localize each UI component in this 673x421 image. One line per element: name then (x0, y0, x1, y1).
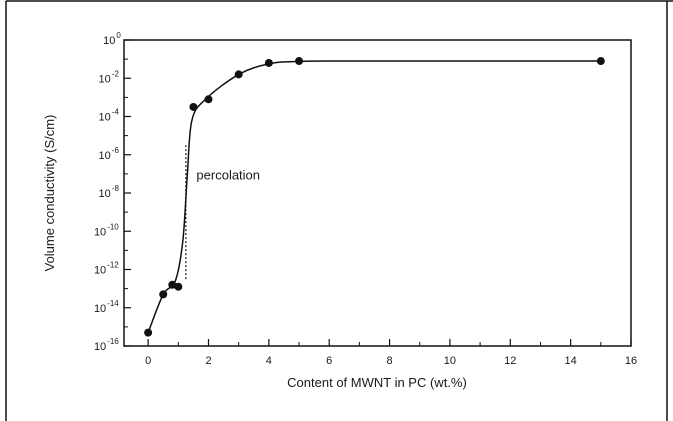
x-tick-label-1: 2 (205, 355, 211, 367)
data-point-4 (189, 102, 198, 111)
data-point-3 (174, 282, 183, 291)
y-tick-label-4: 10-8 (99, 184, 120, 200)
y-tick-label-8: 10-16 (94, 337, 119, 353)
percolation-annotation: percolation (196, 168, 260, 183)
data-point-2 (168, 280, 177, 289)
x-tick-label-5: 10 (444, 355, 456, 367)
data-point-8 (295, 57, 304, 66)
fit-curve (147, 60, 601, 333)
data-point-0 (144, 328, 153, 337)
y-tick-label-2: 10-4 (99, 108, 120, 124)
y-tick-label-0: 100 (103, 31, 121, 47)
data-points (144, 57, 605, 337)
x-axis-tick-labels: 0 2 4 6 8 10 12 14 16 (145, 355, 637, 367)
x-tick-label-7: 14 (565, 355, 577, 367)
y-tick-label-7: 10-14 (94, 299, 119, 315)
x-tick-label-3: 6 (326, 355, 332, 367)
data-point-6 (234, 70, 243, 79)
x-tick-label-8: 16 (625, 355, 637, 367)
y-tick-label-1: 10-2 (99, 69, 120, 85)
data-point-9 (596, 57, 605, 66)
y-tick-label-6: 10-12 (94, 261, 119, 277)
y-tick-label-5: 10-10 (94, 222, 119, 238)
data-point-5 (204, 95, 213, 104)
y-axis-title: Volume conductivity (S/cm) (42, 115, 57, 272)
y-axis-ticks (124, 39, 131, 347)
x-tick-label-4: 8 (387, 355, 393, 367)
x-axis-title: Content of MWNT in PC (wt.%) (287, 375, 467, 390)
x-tick-label-2: 4 (266, 355, 272, 367)
y-tick-label-3: 10-6 (99, 146, 120, 162)
data-point-1 (159, 290, 168, 299)
x-tick-label-0: 0 (145, 355, 151, 367)
x-axis-ticks (147, 339, 632, 346)
y-axis-tick-labels: 100 10-2 10-4 10-6 10-8 10-10 10-12 10-14 10-16 (94, 31, 121, 353)
plot-area (123, 39, 632, 347)
data-point-7 (264, 58, 273, 67)
x-tick-label-6: 12 (504, 355, 516, 367)
